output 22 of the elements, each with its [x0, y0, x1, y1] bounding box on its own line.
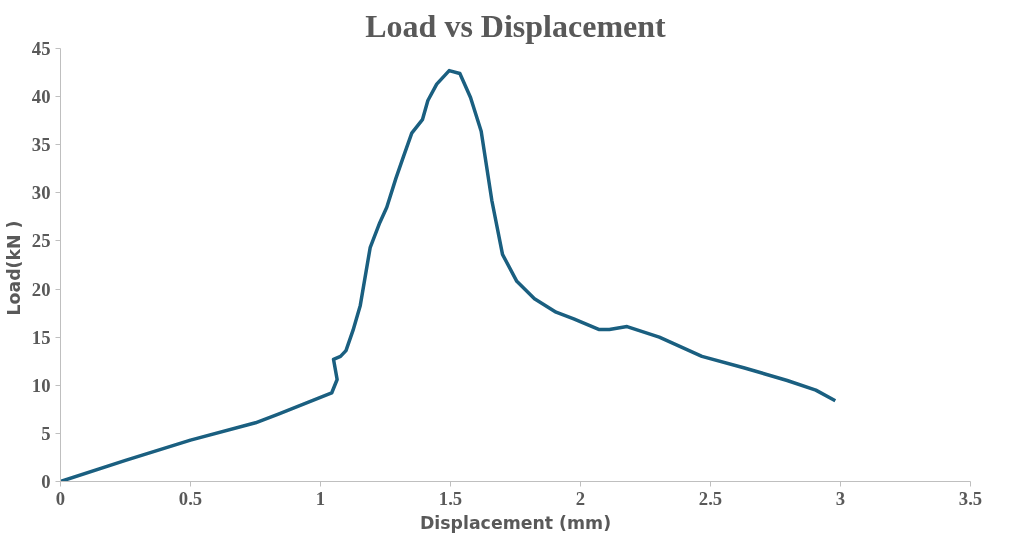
y-tick-label: 45 [31, 38, 51, 59]
x-tick-label: 2 [575, 487, 586, 509]
y-tick-label: 5 [41, 422, 51, 444]
y-tick-label: 0 [41, 471, 51, 492]
x-axis-title: Displacement (mm) [419, 512, 612, 533]
y-axis-title: Load(kN ) [3, 220, 24, 316]
chart-title: Load vs Displacement [365, 7, 667, 44]
y-tick-label: 40 [31, 86, 51, 108]
x-tick-label: 0 [55, 487, 66, 509]
y-tick-label: 25 [31, 230, 51, 252]
x-tick-label: 2.5 [698, 487, 723, 509]
x-tick-label: 3 [835, 487, 846, 509]
x-tick-label: 1.5 [438, 487, 463, 509]
x-tick-label: 3.5 [958, 487, 983, 509]
y-tick-label: 35 [31, 134, 51, 156]
x-tick-label: 0.5 [178, 487, 203, 509]
y-tick-label: 30 [31, 182, 51, 204]
x-tick-label: 1 [315, 487, 326, 509]
y-tick-label: 10 [31, 374, 51, 396]
line-series [60, 68, 838, 482]
y-tick-label: 20 [31, 278, 51, 300]
y-tick-label: 15 [31, 326, 51, 348]
